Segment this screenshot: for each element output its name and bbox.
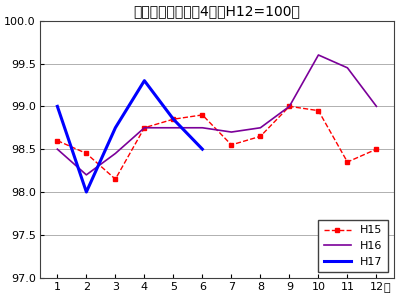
H16	[113, 152, 118, 155]
H15	[316, 109, 321, 112]
H15	[200, 113, 205, 117]
H16	[200, 126, 205, 130]
H17	[113, 126, 118, 130]
H17	[171, 117, 176, 121]
H16	[258, 126, 263, 130]
Title: 総合指数の動き　4市（H12=100）: 総合指数の動き 4市（H12=100）	[133, 4, 300, 18]
H15	[142, 126, 147, 130]
H15	[374, 147, 379, 151]
H16	[345, 66, 350, 70]
H16	[55, 147, 60, 151]
H15	[229, 143, 234, 147]
Legend: H15, H16, H17: H15, H16, H17	[318, 220, 388, 272]
H15	[345, 160, 350, 164]
H15	[287, 104, 292, 108]
H16	[316, 53, 321, 57]
H16	[171, 126, 176, 130]
H16	[229, 130, 234, 134]
H17	[142, 79, 147, 82]
H15	[113, 177, 118, 181]
H16	[142, 126, 147, 130]
H16	[374, 104, 379, 108]
Line: H17: H17	[57, 81, 203, 192]
H15	[84, 152, 89, 155]
Line: H16: H16	[57, 55, 377, 175]
H17	[84, 190, 89, 194]
Text: 月: 月	[383, 283, 390, 293]
H15	[171, 117, 176, 121]
H15	[258, 134, 263, 138]
H16	[84, 173, 89, 177]
Line: H15: H15	[55, 104, 378, 181]
H17	[55, 104, 60, 108]
H17	[200, 147, 205, 151]
H16	[287, 104, 292, 108]
H15	[55, 139, 60, 143]
